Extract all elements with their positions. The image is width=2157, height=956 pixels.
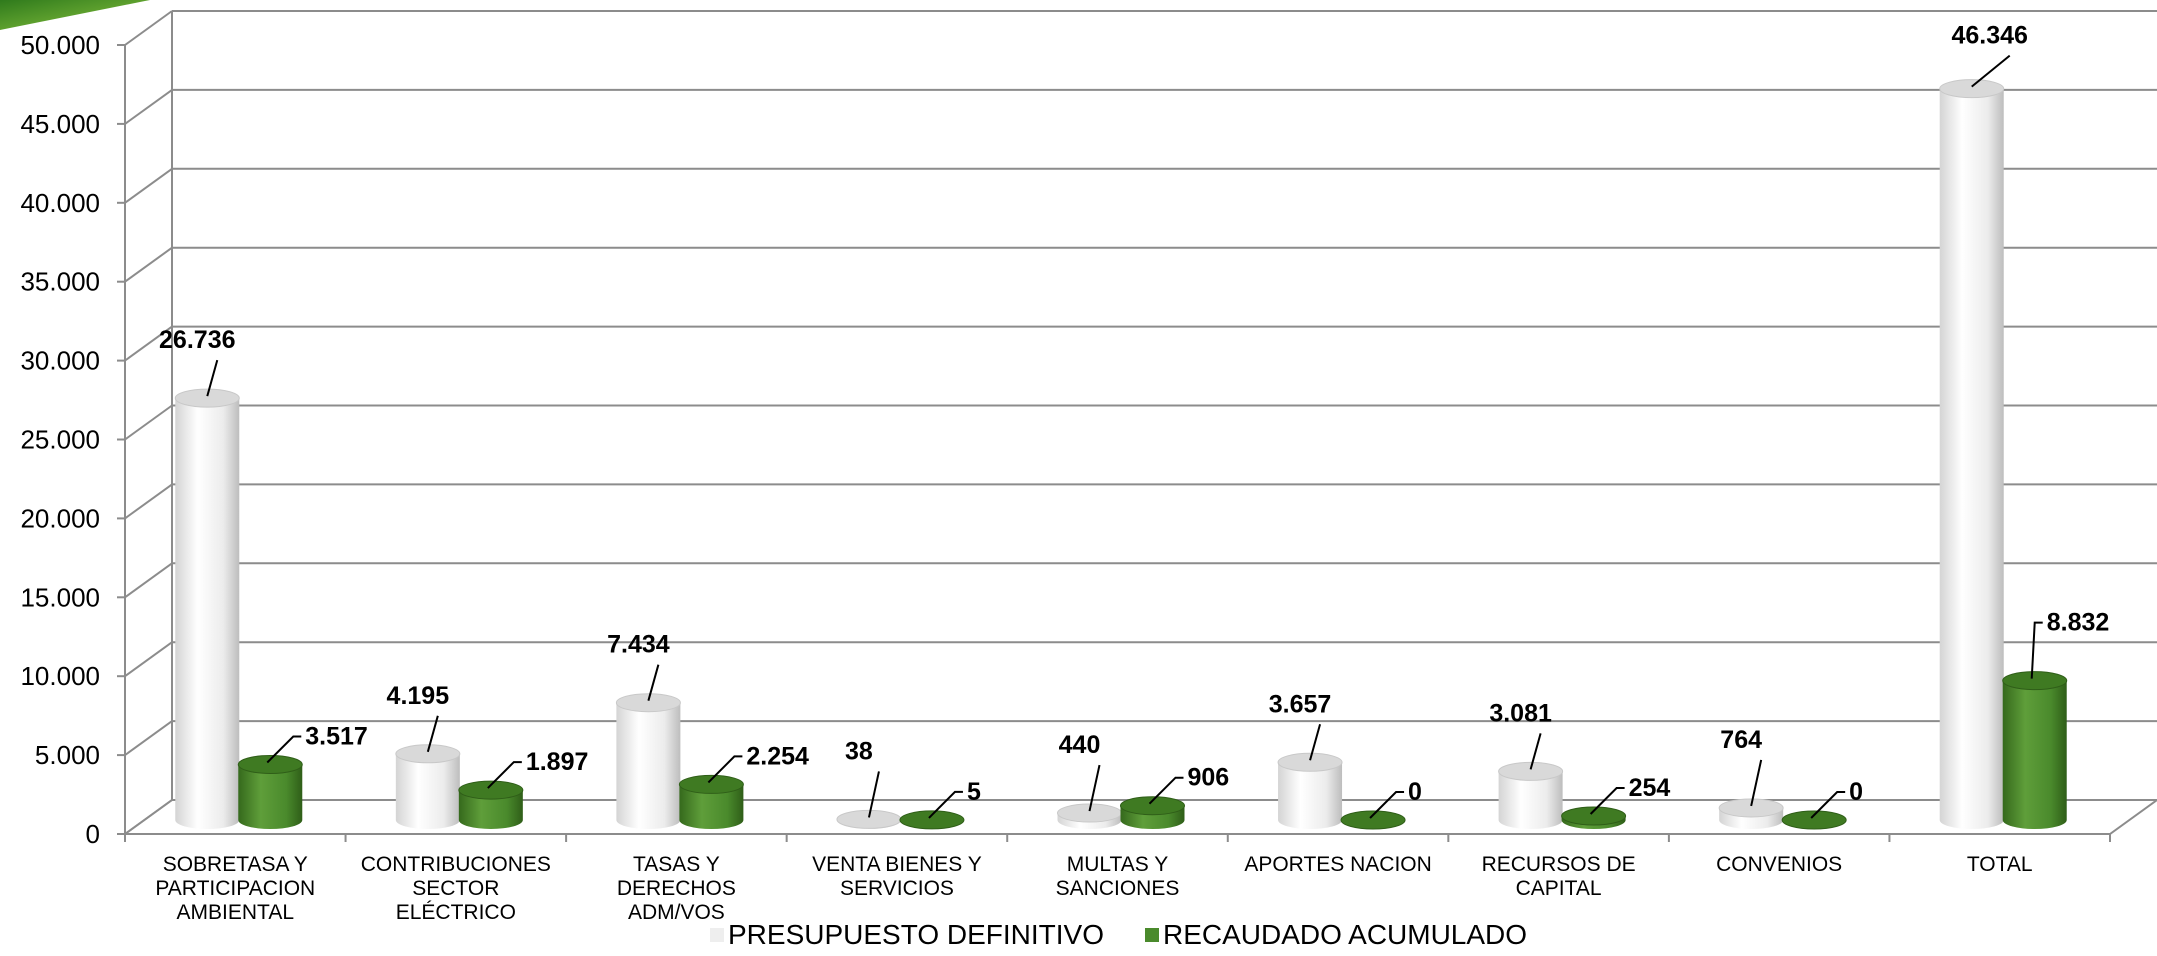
x-tick-label-convenios: CONVENIOS bbox=[1716, 853, 1842, 876]
legend: PRESUPUESTO DEFINITIVO RECAUDADO ACUMULAD… bbox=[710, 919, 1527, 950]
y-tick-label: 25.000 bbox=[20, 425, 100, 455]
svg-text:3.657: 3.657 bbox=[1269, 690, 1332, 718]
x-tick-label-venta-bienes-y-servicios: VENTA BIENES Y SERVICIOS bbox=[812, 853, 982, 900]
gridlines bbox=[121, 10, 2157, 835]
data-label-presupuesto-definitivo-aportes-nacion: 3.657 bbox=[1269, 690, 1332, 761]
svg-text:440: 440 bbox=[1059, 731, 1101, 759]
bar-presupuesto-definitivo-contribuciones-sector-electrico bbox=[395, 744, 461, 829]
x-tick-label-sobretasa-y-participacion-ambiental: SOBRETASA Y PARTICIPACION AMBIENTAL bbox=[155, 853, 315, 924]
legend-swatch bbox=[710, 928, 724, 942]
svg-text:254: 254 bbox=[1629, 774, 1671, 802]
data-label-presupuesto-definitivo-sobretasa-y-participacion-ambiental: 26.736 bbox=[159, 326, 236, 397]
data-label-recaudado-acumulado-tasas-y-derechos-adm-vos: 2.254 bbox=[707, 742, 809, 784]
bar-recaudado-acumulado-recursos-de-capital bbox=[1561, 806, 1627, 829]
bar-recaudado-acumulado-total bbox=[2002, 671, 2068, 829]
gridline-30000 bbox=[124, 325, 2157, 362]
y-tick-label: 45.000 bbox=[20, 109, 100, 139]
data-label-recaudado-acumulado-recursos-de-capital: 254 bbox=[1589, 774, 1671, 815]
svg-text:2.254: 2.254 bbox=[746, 742, 809, 770]
legend-label: RECAUDADO ACUMULADO bbox=[1163, 919, 1527, 950]
bar-presupuesto-definitivo-multas-y-sanciones bbox=[1057, 803, 1122, 829]
svg-text:4.195: 4.195 bbox=[387, 682, 450, 710]
data-label-presupuesto-definitivo-recursos-de-capital: 3.081 bbox=[1489, 699, 1552, 770]
bar-presupuesto-definitivo-tasas-y-derechos-adm-vos bbox=[615, 693, 681, 829]
svg-text:7.434: 7.434 bbox=[607, 631, 670, 659]
svg-text:8.832: 8.832 bbox=[2047, 609, 2110, 637]
x-tick-label-multas-y-sanciones: MULTAS Y SANCIONES bbox=[1056, 853, 1180, 900]
x-tick-label-recursos-de-capital: RECURSOS DE CAPITAL bbox=[1482, 853, 1636, 900]
data-label-presupuesto-definitivo-tasas-y-derechos-adm-vos: 7.434 bbox=[607, 631, 670, 701]
data-label-recaudado-acumulado-convenios: 0 bbox=[1810, 778, 1863, 819]
svg-text:26.736: 26.736 bbox=[159, 326, 235, 354]
svg-text:0: 0 bbox=[1408, 778, 1422, 806]
svg-text:0: 0 bbox=[1849, 778, 1863, 806]
bar-recaudado-acumulado-venta-bienes-y-servicios bbox=[899, 810, 965, 830]
legend-item-presupuesto-definitivo: PRESUPUESTO DEFINITIVO bbox=[710, 919, 1104, 950]
data-label-presupuesto-definitivo-contribuciones-sector-electrico: 4.195 bbox=[387, 682, 450, 753]
data-labels: 26.736 4.195 7.434 38 440 3.657 3.081 764 46.346… bbox=[159, 22, 2110, 819]
y-tick-label: 20.000 bbox=[20, 503, 100, 533]
svg-text:3.081: 3.081 bbox=[1489, 699, 1552, 727]
x-tick-label-contribuciones-sector-electrico: CONTRIBUCIONES SECTOR ELÉCTRICO bbox=[361, 853, 551, 924]
bar-presupuesto-definitivo-convenios bbox=[1718, 798, 1784, 829]
data-label-recaudado-acumulado-sobretasa-y-participacion-ambiental: 3.517 bbox=[266, 723, 368, 764]
legend-item-recaudado-acumulado: RECAUDADO ACUMULADO bbox=[1145, 919, 1527, 950]
y-tick-label: 15.000 bbox=[20, 582, 100, 612]
svg-text:46.346: 46.346 bbox=[1951, 22, 2027, 50]
logo-leaf-decoration bbox=[0, 0, 150, 30]
gridline-35000 bbox=[124, 246, 2157, 283]
data-label-recaudado-acumulado-total: 8.832 bbox=[2030, 609, 2110, 679]
svg-text:1.897: 1.897 bbox=[526, 748, 589, 776]
data-label-recaudado-acumulado-aportes-nacion: 0 bbox=[1369, 778, 1422, 819]
svg-text:3.517: 3.517 bbox=[305, 723, 368, 751]
data-label-presupuesto-definitivo-convenios: 764 bbox=[1720, 726, 1763, 807]
x-tick-label-total: TOTAL bbox=[1967, 853, 2033, 876]
gridline-45000 bbox=[124, 88, 2157, 125]
legend-label: PRESUPUESTO DEFINITIVO bbox=[728, 919, 1104, 950]
bar-presupuesto-definitivo-total bbox=[1939, 79, 2005, 830]
bar-recaudado-acumulado-tasas-y-derechos-adm-vos bbox=[678, 774, 744, 829]
svg-text:906: 906 bbox=[1188, 764, 1230, 792]
gridline-50000 bbox=[124, 10, 2157, 46]
bar-presupuesto-definitivo-venta-bienes-y-servicios bbox=[836, 809, 902, 829]
bar-presupuesto-definitivo-aportes-nacion bbox=[1277, 752, 1343, 829]
data-label-recaudado-acumulado-venta-bienes-y-servicios: 5 bbox=[928, 778, 981, 819]
gridline-40000 bbox=[124, 167, 2157, 204]
svg-text:764: 764 bbox=[1720, 726, 1762, 754]
x-tick-label-tasas-y-derechos-adm-vos: TASAS Y DERECHOS ADM/VOS bbox=[617, 853, 736, 924]
gridline-20000 bbox=[124, 483, 2157, 520]
legend-swatch bbox=[1145, 928, 1159, 942]
bar-presupuesto-definitivo-recursos-de-capital bbox=[1498, 761, 1564, 829]
gridline-5000 bbox=[124, 720, 2157, 756]
gridline-15000 bbox=[124, 562, 2157, 599]
data-label-presupuesto-definitivo-venta-bienes-y-servicios: 38 bbox=[845, 737, 880, 818]
y-tick-label: 35.000 bbox=[20, 267, 100, 297]
data-label-presupuesto-definitivo-total: 46.346 bbox=[1951, 22, 2028, 88]
data-label-recaudado-acumulado-multas-y-sanciones: 906 bbox=[1148, 764, 1230, 805]
svg-text:5: 5 bbox=[967, 778, 981, 806]
bar-recaudado-acumulado-aportes-nacion bbox=[1340, 810, 1406, 830]
gridline-25000 bbox=[124, 404, 2157, 441]
data-label-recaudado-acumulado-contribuciones-sector-electrico: 1.897 bbox=[487, 748, 589, 789]
bar-recaudado-acumulado-contribuciones-sector-electrico bbox=[458, 780, 524, 829]
y-tick-label: 30.000 bbox=[20, 346, 100, 376]
bar-recaudado-acumulado-sobretasa-y-participacion-ambiental bbox=[237, 755, 303, 829]
y-tick-label: 0 bbox=[86, 819, 100, 849]
axes: 0 5.000 10.000 15.000 20.000 25.000 30.000 35.0… bbox=[20, 30, 2111, 924]
bar-presupuesto-definitivo-sobretasa-y-participacion-ambiental bbox=[174, 388, 240, 829]
y-tick-label: 5.000 bbox=[35, 740, 100, 770]
gridline-10000 bbox=[124, 641, 2157, 678]
bar-recaudado-acumulado-multas-y-sanciones bbox=[1120, 796, 1185, 829]
y-tick-label: 40.000 bbox=[20, 188, 100, 218]
bar-recaudado-acumulado-convenios bbox=[1781, 810, 1847, 830]
y-tick-label: 10.000 bbox=[20, 661, 100, 691]
svg-text:38: 38 bbox=[845, 737, 873, 765]
y-tick-label: 50.000 bbox=[20, 30, 100, 60]
data-label-presupuesto-definitivo-multas-y-sanciones: 440 bbox=[1059, 731, 1101, 812]
bars bbox=[174, 79, 2068, 830]
x-tick-label-aportes-nacion: APORTES NACION bbox=[1244, 853, 1431, 876]
